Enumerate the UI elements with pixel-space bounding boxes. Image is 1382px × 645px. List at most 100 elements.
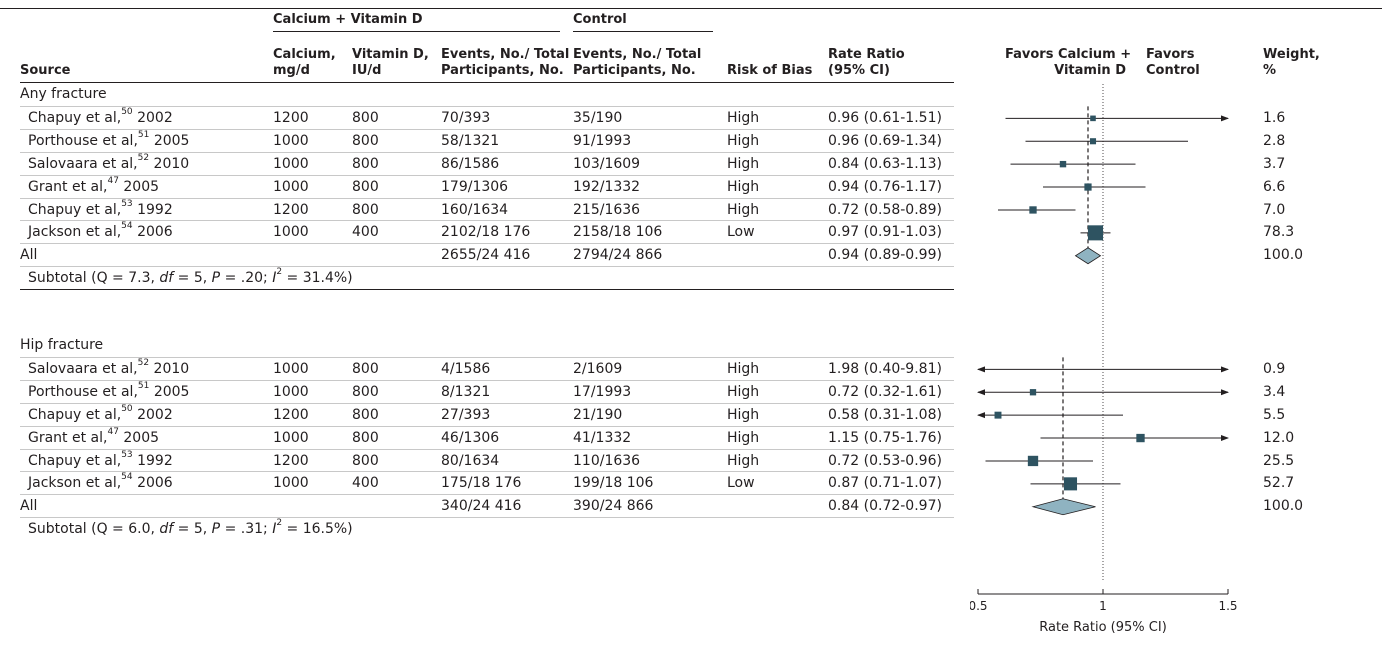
subtotal-part: 2 bbox=[276, 267, 283, 278]
pooled-label: All bbox=[20, 247, 38, 264]
author: Porthouse et al, bbox=[28, 383, 138, 400]
col-header-events: Events, No./ Total Participants, No. bbox=[441, 47, 570, 78]
year: 1992 bbox=[137, 452, 173, 469]
reference: 53 bbox=[121, 449, 133, 460]
source-cell: Jackson et al,54 2006 bbox=[28, 222, 173, 241]
calcium-cell: 1000 bbox=[273, 178, 309, 195]
row-divider bbox=[20, 471, 954, 473]
events-cell: 46/1306 bbox=[441, 429, 500, 446]
source-cell: Salovaara et al,52 2010 bbox=[28, 358, 190, 378]
subtotal-part: = .20; bbox=[220, 270, 273, 287]
rate-ratio-cell: 0.94 (0.76-1.17) bbox=[828, 178, 942, 195]
subtotal-stats: Subtotal (Q = 6.0, df = 5, P = .31; I2 =… bbox=[28, 519, 353, 538]
weight-cell: 0.9 bbox=[1263, 360, 1286, 377]
col-header-risk: Risk of Bias bbox=[727, 63, 813, 78]
risk-cell: High bbox=[727, 383, 760, 400]
header-underline bbox=[20, 82, 954, 83]
pooled-label: All bbox=[20, 498, 38, 515]
point-estimate-marker bbox=[1136, 433, 1145, 443]
events-cell: 80/1634 bbox=[441, 452, 500, 469]
calcium-cell: 1200 bbox=[273, 406, 309, 423]
calcium-cell: 1200 bbox=[273, 452, 309, 469]
weight-cell: 25.5 bbox=[1263, 452, 1295, 469]
vitamin-d-cell: 800 bbox=[352, 178, 379, 195]
x-tick-label: 1.5 bbox=[1218, 599, 1237, 613]
subtotal-part: = 31.4%) bbox=[282, 270, 353, 287]
year: 1992 bbox=[137, 201, 173, 218]
forest-plot: 0.5 1 1.5 Rate Ratio (95% CI) bbox=[970, 84, 1238, 635]
control-cell: 21/190 bbox=[573, 406, 623, 423]
point-estimate-marker bbox=[1089, 138, 1097, 145]
source-cell: Porthouse et al,51 2005 bbox=[28, 130, 190, 150]
weight-cell: 6.6 bbox=[1263, 178, 1286, 195]
author: Porthouse et al, bbox=[28, 132, 138, 149]
vitamin-d-cell: 400 bbox=[352, 475, 379, 492]
row-divider bbox=[20, 494, 954, 496]
reference: 53 bbox=[121, 198, 133, 209]
source-cell: Chapuy et al,50 2002 bbox=[28, 404, 173, 424]
point-estimate-marker bbox=[1084, 183, 1092, 191]
year: 2006 bbox=[137, 224, 173, 241]
top-rule bbox=[0, 8, 1382, 9]
author: Salovaara et al, bbox=[28, 360, 138, 377]
weight-cell: 12.0 bbox=[1263, 429, 1295, 446]
subtotal-part: I bbox=[272, 270, 277, 287]
favors-control-label: Favors Control bbox=[1146, 47, 1200, 78]
weight-cell: 1.6 bbox=[1263, 109, 1286, 126]
calcium-cell: 1000 bbox=[273, 429, 309, 446]
risk-cell: High bbox=[727, 406, 760, 423]
author: Grant et al, bbox=[28, 178, 108, 195]
col-header-vitd: Vitamin D, IU/d bbox=[352, 47, 429, 78]
source-cell: Porthouse et al,51 2005 bbox=[28, 381, 190, 401]
row-divider bbox=[20, 128, 954, 130]
reference: 47 bbox=[107, 426, 119, 437]
subtotal-part: Subtotal (Q = 6.0, bbox=[28, 521, 160, 538]
rate-ratio-cell: 0.72 (0.58-0.89) bbox=[828, 201, 942, 218]
risk-cell: High bbox=[727, 155, 760, 172]
year: 2005 bbox=[153, 132, 190, 149]
events-cell: 2102/18 176 bbox=[441, 224, 531, 241]
year: 2005 bbox=[153, 383, 190, 400]
control-cell: 91/1993 bbox=[573, 132, 632, 149]
year: 2010 bbox=[153, 360, 190, 377]
risk-cell: High bbox=[727, 452, 760, 469]
source-cell: Chapuy et al,53 1992 bbox=[28, 449, 173, 470]
col-header-weight: Weight,% bbox=[1263, 47, 1320, 78]
events-cell: 8/1321 bbox=[441, 383, 491, 400]
point-estimate-marker bbox=[1063, 477, 1078, 491]
events-cell: 58/1321 bbox=[441, 132, 500, 149]
col-header-control-events: Events, No./ Total Participants, No. bbox=[573, 47, 702, 78]
vitamin-d-cell: 800 bbox=[352, 155, 379, 172]
control-cell: 103/1609 bbox=[573, 155, 641, 172]
pooled-control: 2794/24 866 bbox=[573, 247, 663, 264]
reference: 54 bbox=[121, 472, 133, 483]
source-cell: Chapuy et al,50 2002 bbox=[28, 106, 173, 127]
author: Salovaara et al, bbox=[28, 155, 138, 172]
year: 2002 bbox=[137, 109, 173, 126]
vitamin-d-cell: 800 bbox=[352, 429, 379, 446]
vitamin-d-cell: 800 bbox=[352, 201, 379, 218]
row-divider bbox=[20, 517, 954, 519]
risk-cell: High bbox=[727, 360, 760, 377]
control-cell: 215/1636 bbox=[573, 201, 641, 218]
pooled-rr: 0.94 (0.89-0.99) bbox=[828, 247, 942, 264]
pooled-control: 390/24 866 bbox=[573, 498, 654, 515]
calcium-cell: 1000 bbox=[273, 155, 309, 172]
row-divider bbox=[20, 266, 954, 268]
source-cell: Jackson et al,54 2006 bbox=[28, 472, 173, 492]
rate-ratio-cell: 0.87 (0.71-1.07) bbox=[828, 475, 942, 492]
weight-cell: 7.0 bbox=[1263, 201, 1286, 218]
reference: 50 bbox=[121, 106, 133, 117]
events-cell: 4/1586 bbox=[441, 360, 491, 377]
x-tick-label: 0.5 bbox=[970, 599, 988, 613]
row-divider bbox=[20, 220, 954, 222]
calcium-cell: 1000 bbox=[273, 383, 309, 400]
subtotal-part: Subtotal (Q = 7.3, bbox=[28, 270, 160, 287]
subtotal-part: = 16.5%) bbox=[282, 521, 353, 538]
source-cell: Grant et al,47 2005 bbox=[28, 426, 159, 447]
year: 2010 bbox=[153, 155, 190, 172]
pooled-weight: 100.0 bbox=[1263, 247, 1304, 264]
row-divider bbox=[20, 425, 954, 427]
group-header-calcium: Calcium + Vitamin D bbox=[273, 12, 423, 27]
risk-cell: Low bbox=[727, 224, 755, 241]
